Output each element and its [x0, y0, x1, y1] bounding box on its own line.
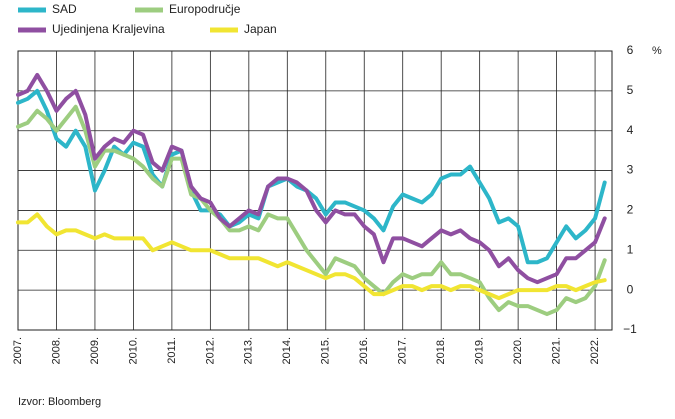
series-line	[16, 88, 607, 265]
y-tick-label: 6	[627, 43, 634, 57]
x-tick-label: 2019.	[474, 337, 486, 365]
x-tick-label: 2007.	[12, 337, 24, 365]
legend-label: Europodručje	[169, 2, 241, 16]
legend-label: Ujedinjena Kraljevina	[52, 22, 165, 36]
x-tick-label: 2014.	[281, 337, 293, 365]
y-tick-label: 5	[627, 83, 634, 97]
x-tick-label: 2010.	[127, 337, 139, 365]
unit-label: %	[652, 45, 662, 57]
x-tick-label: 2017.	[397, 337, 409, 365]
series-line	[16, 104, 607, 317]
series-line	[16, 72, 607, 285]
x-tick-label: 2008.	[50, 337, 62, 365]
y-tick-label: −1	[623, 322, 637, 336]
y-tick-label: 0	[627, 282, 634, 296]
x-tick-label: 2016.	[358, 337, 370, 365]
x-tick-label: 2020.	[512, 337, 524, 365]
x-tick-label: 2018.	[435, 337, 447, 365]
x-tick-label: 2012.	[204, 337, 216, 365]
y-tick-label: 2	[627, 203, 634, 217]
legend-label: SAD	[52, 2, 77, 16]
series-line	[16, 212, 607, 301]
y-tick-label: 4	[627, 123, 634, 137]
x-tick-label: 2021.	[551, 337, 563, 365]
legend-label: Japan	[244, 22, 277, 36]
x-tick-label: 2009.	[89, 337, 101, 365]
x-tick-label: 2011.	[166, 337, 178, 364]
y-tick-label: 3	[627, 163, 634, 177]
x-tick-label: 2015.	[320, 337, 332, 365]
y-tick-label: 1	[627, 242, 634, 256]
source: Izvor: Bloomberg	[18, 396, 101, 408]
x-tick-label: 2013.	[243, 337, 255, 365]
x-tick-label: 2022.	[589, 337, 601, 365]
plot-frame	[17, 50, 613, 331]
